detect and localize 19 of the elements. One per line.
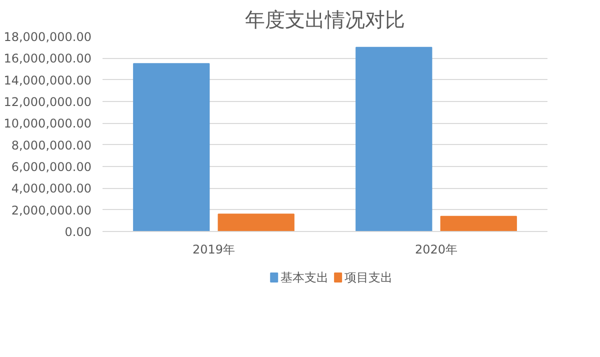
y-tick-label: 6,000,000.00 (11, 160, 92, 174)
legend-label: 基本支出 (280, 270, 328, 284)
y-tick-label: 10,000,000.00 (4, 116, 92, 131)
x-tick-label: 2020年 (414, 242, 458, 256)
y-tick-label: 12,000,000.00 (4, 95, 92, 109)
bar (440, 216, 517, 232)
bar (133, 63, 210, 232)
y-tick-label: 8,000,000.00 (11, 138, 92, 152)
y-tick-label: 18,000,000.00 (4, 30, 92, 44)
y-tick-label: 2,000,000.00 (11, 203, 92, 218)
y-tick-label: 4,000,000.00 (11, 182, 92, 196)
bar (218, 214, 294, 232)
y-tick-label: 14,000,000.00 (4, 73, 92, 88)
legend-label: 项目支出 (344, 270, 392, 284)
bar (356, 46, 432, 232)
x-tick-label: 2019年 (192, 242, 236, 256)
chart-title: 年度支出情况对比 (245, 8, 405, 32)
y-tick-label: 16,000,000.00 (4, 52, 92, 66)
y-tick-label: 0.00 (64, 225, 92, 239)
